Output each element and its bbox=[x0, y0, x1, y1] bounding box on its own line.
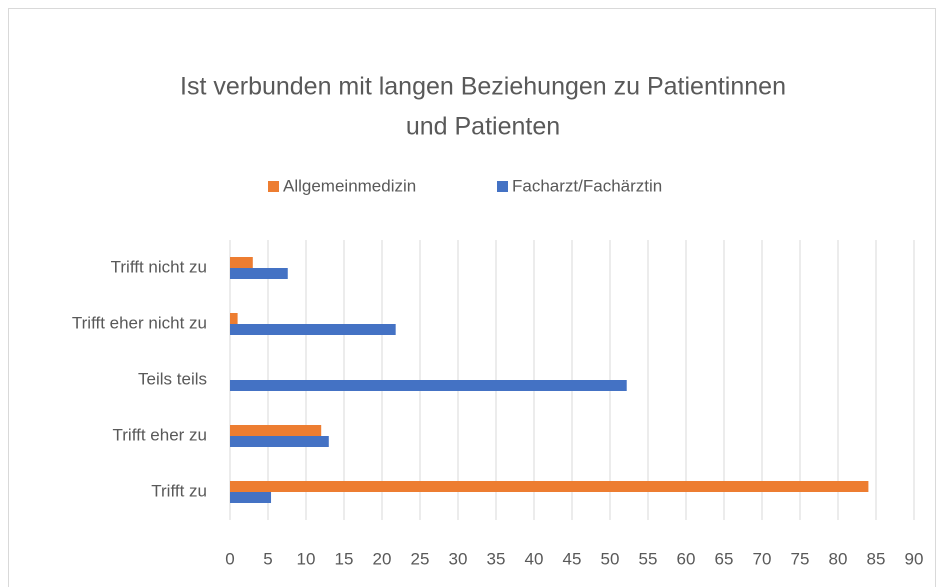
x-tick-label: 55 bbox=[639, 549, 658, 568]
x-tick-label: 75 bbox=[791, 549, 810, 568]
x-tick-label: 85 bbox=[867, 549, 886, 568]
bar bbox=[230, 324, 396, 335]
bar bbox=[230, 481, 869, 492]
bar bbox=[230, 257, 253, 268]
legend-swatch bbox=[268, 181, 279, 192]
chart-title: Ist verbunden mit langen Beziehungen zu … bbox=[180, 73, 786, 101]
x-tick-label: 80 bbox=[829, 549, 848, 568]
x-tick-label: 90 bbox=[905, 549, 924, 568]
legend-label: Facharzt/Fachärztin bbox=[512, 176, 662, 195]
legend-swatch bbox=[497, 181, 508, 192]
x-tick-label: 30 bbox=[449, 549, 468, 568]
y-tick-label: Trifft eher zu bbox=[113, 425, 207, 444]
bar bbox=[230, 492, 272, 503]
x-tick-label: 50 bbox=[601, 549, 620, 568]
x-tick-label: 10 bbox=[297, 549, 316, 568]
bar bbox=[230, 313, 238, 324]
x-tick-label: 5 bbox=[263, 549, 272, 568]
x-tick-label: 35 bbox=[487, 549, 506, 568]
x-tick-label: 25 bbox=[411, 549, 430, 568]
x-tick-label: 20 bbox=[373, 549, 392, 568]
legend-label: Allgemeinmedizin bbox=[283, 176, 416, 195]
x-tick-label: 65 bbox=[715, 549, 734, 568]
x-tick-label: 45 bbox=[563, 549, 582, 568]
y-tick-label: Trifft nicht zu bbox=[111, 257, 207, 276]
bar bbox=[230, 436, 329, 447]
y-tick-label: Trifft eher nicht zu bbox=[72, 313, 207, 332]
x-tick-label: 40 bbox=[525, 549, 544, 568]
y-tick-label: Teils teils bbox=[138, 369, 207, 388]
bar bbox=[230, 380, 627, 391]
chart-title: und Patienten bbox=[406, 113, 560, 141]
x-tick-label: 70 bbox=[753, 549, 772, 568]
bar bbox=[230, 425, 322, 436]
x-tick-label: 60 bbox=[677, 549, 696, 568]
x-tick-label: 15 bbox=[335, 549, 354, 568]
x-tick-label: 0 bbox=[225, 549, 234, 568]
y-tick-label: Trifft zu bbox=[151, 481, 207, 500]
bar bbox=[230, 268, 288, 279]
